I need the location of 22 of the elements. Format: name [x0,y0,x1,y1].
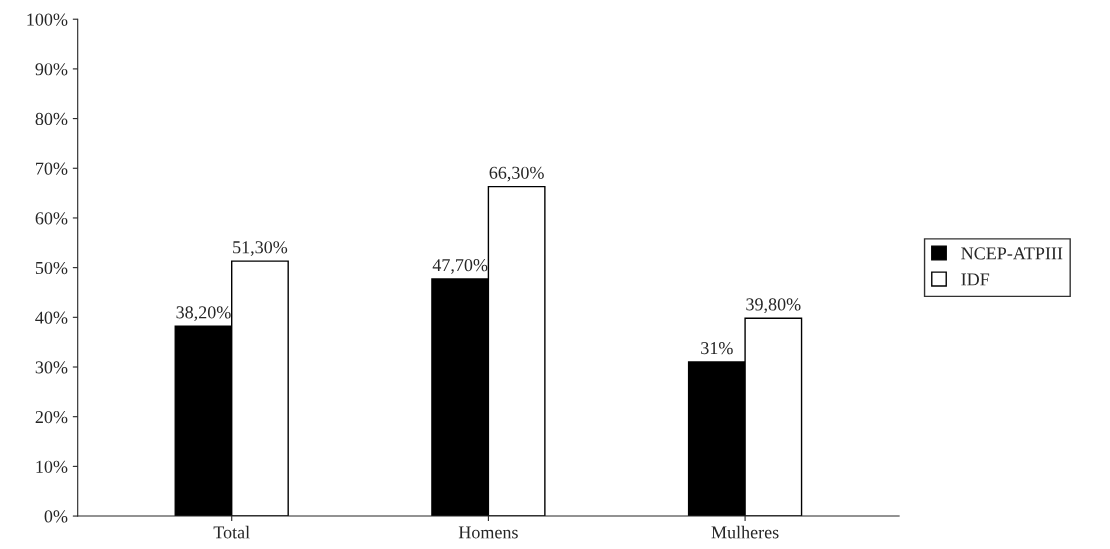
data-label: 31% [701,342,733,355]
y-tick-label: 70% [36,162,68,175]
legend-label: NCEP-ATPIII [961,247,1063,260]
legend-label: IDF [961,273,990,286]
x-tick-label: Mulheres [711,525,779,539]
y-tick-label: 50% [35,261,68,275]
y-tick-label: 60% [35,212,68,225]
data-label: 66,30% [489,166,544,182]
y-tick-label: 10% [36,460,68,473]
x-tick-label: Homens [458,526,518,539]
data-label: 47,70% [432,259,488,274]
data-label: 39,80% [746,298,801,314]
y-tick-label: 0% [44,510,68,523]
data-label: 51,30% [233,241,288,256]
y-tick-label: 80% [35,112,68,126]
y-tick-label: 100% [27,13,68,26]
y-tick-label: 40% [35,311,68,324]
y-tick-label: 20% [35,410,68,424]
data-label: 38,20% [176,306,231,322]
y-tick-label: 30% [35,361,68,374]
x-tick-label: Total [213,525,250,539]
y-tick-label: 90% [35,63,68,76]
